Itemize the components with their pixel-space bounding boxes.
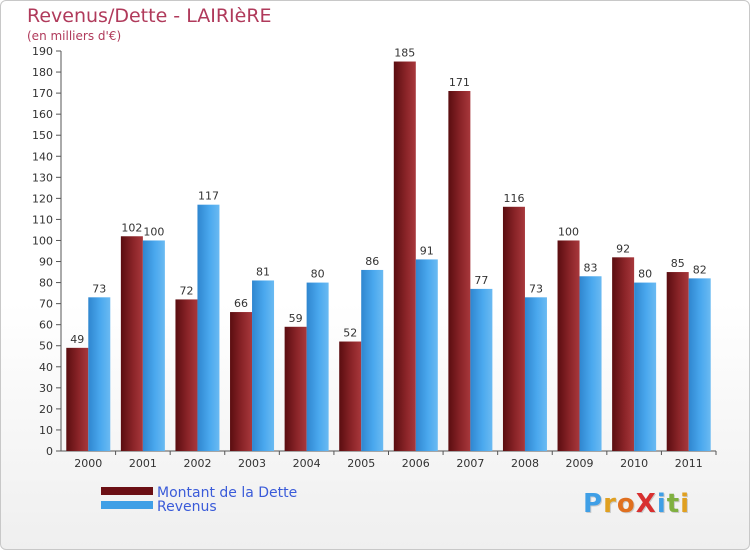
x-tick-label: 2006 [402,457,430,470]
bar-dette [339,341,362,451]
y-tick-label: 150 [32,129,53,142]
legend-swatch-dette [101,487,153,495]
bar-dette [230,312,253,451]
bar-revenus [470,288,493,451]
data-label-dette: 66 [234,297,248,310]
bar-revenus [361,269,384,451]
x-tick-label: 2008 [511,457,539,470]
y-tick-label: 160 [32,108,53,121]
x-tick-label: 2009 [566,457,594,470]
data-label-dette: 171 [449,76,470,89]
y-tick-label: 120 [32,192,53,205]
x-tick-label: 2001 [129,457,157,470]
x-tick-label: 2010 [620,457,648,470]
data-label-revenus: 82 [693,263,707,276]
y-tick-label: 140 [32,150,53,163]
data-label-revenus: 81 [256,265,270,278]
data-label-dette: 52 [343,327,357,340]
bar-dette [284,326,307,451]
x-tick-label: 2004 [293,457,321,470]
data-label-revenus: 86 [365,255,379,268]
data-label-dette: 59 [289,312,303,325]
bar-revenus [252,280,275,451]
y-tick-label: 70 [39,298,53,311]
data-label-dette: 85 [671,257,685,270]
legend-swatch-revenus [101,501,153,509]
bar-revenus [524,297,547,451]
legend-label-dette: Montant de la Dette [157,485,298,501]
x-tick-label: 2007 [456,457,484,470]
logo-letter: o [616,489,636,519]
bar-dette [120,236,143,451]
bar-dette [393,61,416,452]
x-tick-label: 2011 [675,457,703,470]
logo-letter: i [656,489,667,519]
y-tick-label: 100 [32,234,53,247]
data-label-dette: 116 [503,192,524,205]
logo-letter: r [603,489,617,519]
data-label-revenus: 117 [198,190,219,203]
logo-letter: P [583,489,604,519]
chart-title: Revenus/Dette - LAIRIèRE [27,5,272,27]
bar-dette [502,206,525,451]
data-label-dette: 72 [179,284,193,297]
data-label-revenus: 100 [143,225,164,238]
bar-revenus [634,282,657,451]
data-label-revenus: 77 [474,274,488,287]
bar-revenus [579,276,602,451]
bar-revenus [142,240,165,451]
x-tick-label: 2003 [238,457,266,470]
bar-revenus [306,282,329,451]
bar-revenus [415,259,438,451]
bar-chart: 0 10 20 30 40 50 60 70 80 90 100 110 120 130 140 150 160… [32,45,717,470]
data-label-revenus: 73 [529,282,543,295]
y-tick-label: 80 [39,277,53,290]
data-label-dette: 49 [70,333,84,346]
bar-dette [66,347,89,451]
y-tick-label: 90 [39,256,53,269]
y-tick-label: 40 [39,361,53,374]
data-label-revenus: 80 [311,268,325,281]
bar-dette [557,240,580,451]
logo-letter: t [666,489,681,519]
y-tick-label: 10 [39,424,53,437]
y-tick-label: 170 [32,87,53,100]
data-label-revenus: 80 [638,268,652,281]
y-tick-label: 50 [39,340,53,353]
data-label-dette: 102 [121,221,142,234]
bar-revenus [688,278,711,451]
bar-revenus [88,297,111,451]
bar-dette [666,272,689,451]
x-tick-label: 2005 [347,457,375,470]
x-tick-label: 2002 [183,457,211,470]
logo-letter: X [635,489,657,519]
y-tick-label: 30 [39,382,53,395]
bar-dette [448,91,471,451]
x-tick-label: 2000 [74,457,102,470]
logo-letter: i [680,489,691,519]
bar-dette [612,257,635,451]
data-label-dette: 92 [616,242,630,255]
data-label-revenus: 83 [584,261,598,274]
y-tick-label: 20 [39,403,53,416]
chart-subtitle: (en milliers d'€) [27,29,122,43]
bar-revenus [197,204,220,451]
y-tick-label: 180 [32,66,53,79]
data-label-dette: 100 [558,225,579,238]
y-tick-label: 110 [32,213,53,226]
y-tick-label: 60 [39,319,53,332]
data-label-revenus: 73 [92,282,106,295]
bar-dette [175,299,198,451]
legend-label-revenus: Revenus [157,499,217,515]
proxiti-logo: ProXiti [583,489,690,519]
y-tick-label: 190 [32,45,53,58]
y-tick-label: 0 [46,445,53,458]
y-tick-label: 130 [32,171,53,184]
data-label-revenus: 91 [420,244,434,257]
data-label-dette: 185 [394,47,415,60]
